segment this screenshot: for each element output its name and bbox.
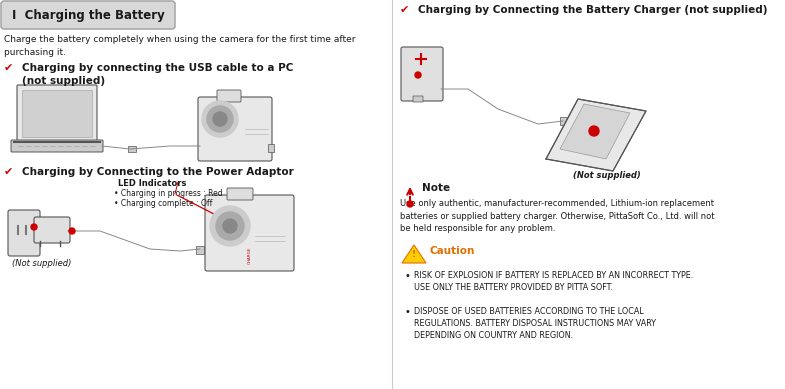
Polygon shape	[560, 104, 630, 159]
FancyBboxPatch shape	[227, 188, 253, 200]
Text: Charging by Connecting to the Power Adaptor: Charging by Connecting to the Power Adap…	[22, 167, 294, 177]
FancyBboxPatch shape	[17, 85, 97, 142]
Circle shape	[69, 228, 75, 234]
Text: Note: Note	[422, 183, 450, 193]
Text: LED Indicators: LED Indicators	[118, 179, 186, 188]
Text: (Not supplied): (Not supplied)	[573, 171, 641, 180]
Text: Charge the battery completely when using the camera for the first time after
pur: Charge the battery completely when using…	[4, 35, 356, 56]
FancyBboxPatch shape	[22, 90, 92, 137]
Text: • Charging in progress : Red: • Charging in progress : Red	[114, 189, 223, 198]
FancyBboxPatch shape	[401, 47, 443, 101]
Circle shape	[589, 126, 599, 136]
Text: DISPOSE OF USED BATTERIES ACCORDING TO THE LOCAL
REGULATIONS. BATTERY DISPOSAL I: DISPOSE OF USED BATTERIES ACCORDING TO T…	[414, 307, 656, 340]
Text: I  Charging the Battery: I Charging the Battery	[12, 9, 165, 21]
Polygon shape	[546, 99, 646, 171]
FancyBboxPatch shape	[268, 144, 274, 152]
FancyBboxPatch shape	[560, 117, 568, 125]
Text: (Not supplied): (Not supplied)	[12, 259, 71, 268]
Text: Charging by connecting the USB cable to a PC
(not supplied): Charging by connecting the USB cable to …	[22, 63, 294, 86]
Text: • Charging complete : Off: • Charging complete : Off	[114, 199, 213, 208]
Text: CHARGE: CHARGE	[248, 247, 252, 265]
Text: Caution: Caution	[430, 246, 476, 256]
Text: •: •	[404, 271, 410, 281]
Text: •: •	[404, 307, 410, 317]
Text: ✔: ✔	[400, 5, 409, 15]
FancyBboxPatch shape	[34, 217, 70, 243]
FancyBboxPatch shape	[128, 146, 136, 152]
Circle shape	[207, 106, 233, 132]
FancyBboxPatch shape	[217, 90, 241, 102]
FancyBboxPatch shape	[196, 246, 204, 254]
Text: RISK OF EXPLOSION IF BATTERY IS REPLACED BY AN INCORRECT TYPE.
USE ONLY THE BATT: RISK OF EXPLOSION IF BATTERY IS REPLACED…	[414, 271, 693, 292]
Text: Use only authentic, manufacturer-recommended, Lithium-ion replacement
batteries : Use only authentic, manufacturer-recomme…	[400, 199, 714, 233]
Circle shape	[213, 112, 227, 126]
FancyBboxPatch shape	[413, 96, 423, 102]
Circle shape	[223, 219, 237, 233]
Polygon shape	[402, 245, 426, 263]
Circle shape	[216, 212, 244, 240]
FancyBboxPatch shape	[11, 140, 103, 152]
FancyBboxPatch shape	[1, 1, 175, 29]
Circle shape	[210, 206, 250, 246]
Text: ✔: ✔	[4, 167, 13, 177]
FancyBboxPatch shape	[198, 97, 272, 161]
Text: Charging by Connecting the Battery Charger (not supplied): Charging by Connecting the Battery Charg…	[418, 5, 768, 15]
Circle shape	[415, 72, 421, 78]
Text: !: !	[412, 250, 416, 259]
Circle shape	[31, 224, 37, 230]
FancyBboxPatch shape	[8, 210, 40, 256]
Circle shape	[407, 201, 413, 207]
Circle shape	[202, 101, 238, 137]
Text: ✔: ✔	[4, 63, 13, 73]
FancyBboxPatch shape	[205, 195, 294, 271]
